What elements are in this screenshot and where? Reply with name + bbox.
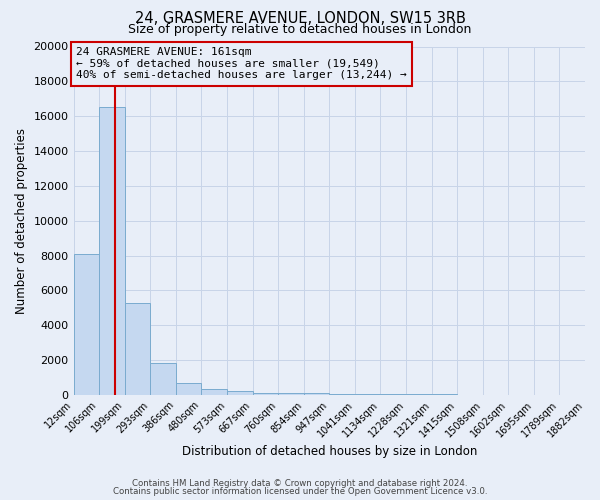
Bar — [329, 394, 355, 395]
Bar — [74, 254, 99, 395]
Bar — [304, 394, 329, 395]
Bar — [227, 391, 253, 395]
Text: Contains HM Land Registry data © Crown copyright and database right 2024.: Contains HM Land Registry data © Crown c… — [132, 478, 468, 488]
Bar — [406, 394, 431, 395]
Bar — [253, 392, 278, 395]
Bar — [176, 382, 202, 395]
Bar — [380, 394, 406, 395]
Bar — [278, 393, 304, 395]
Bar — [125, 302, 150, 395]
Y-axis label: Number of detached properties: Number of detached properties — [15, 128, 28, 314]
Text: Contains public sector information licensed under the Open Government Licence v3: Contains public sector information licen… — [113, 487, 487, 496]
Bar — [202, 388, 227, 395]
Text: 24 GRASMERE AVENUE: 161sqm
← 59% of detached houses are smaller (19,549)
40% of : 24 GRASMERE AVENUE: 161sqm ← 59% of deta… — [76, 47, 407, 80]
Text: Size of property relative to detached houses in London: Size of property relative to detached ho… — [128, 22, 472, 36]
Bar — [99, 108, 125, 395]
X-axis label: Distribution of detached houses by size in London: Distribution of detached houses by size … — [182, 444, 477, 458]
Text: 24, GRASMERE AVENUE, LONDON, SW15 3RB: 24, GRASMERE AVENUE, LONDON, SW15 3RB — [134, 11, 466, 26]
Bar — [150, 364, 176, 395]
Bar — [355, 394, 380, 395]
